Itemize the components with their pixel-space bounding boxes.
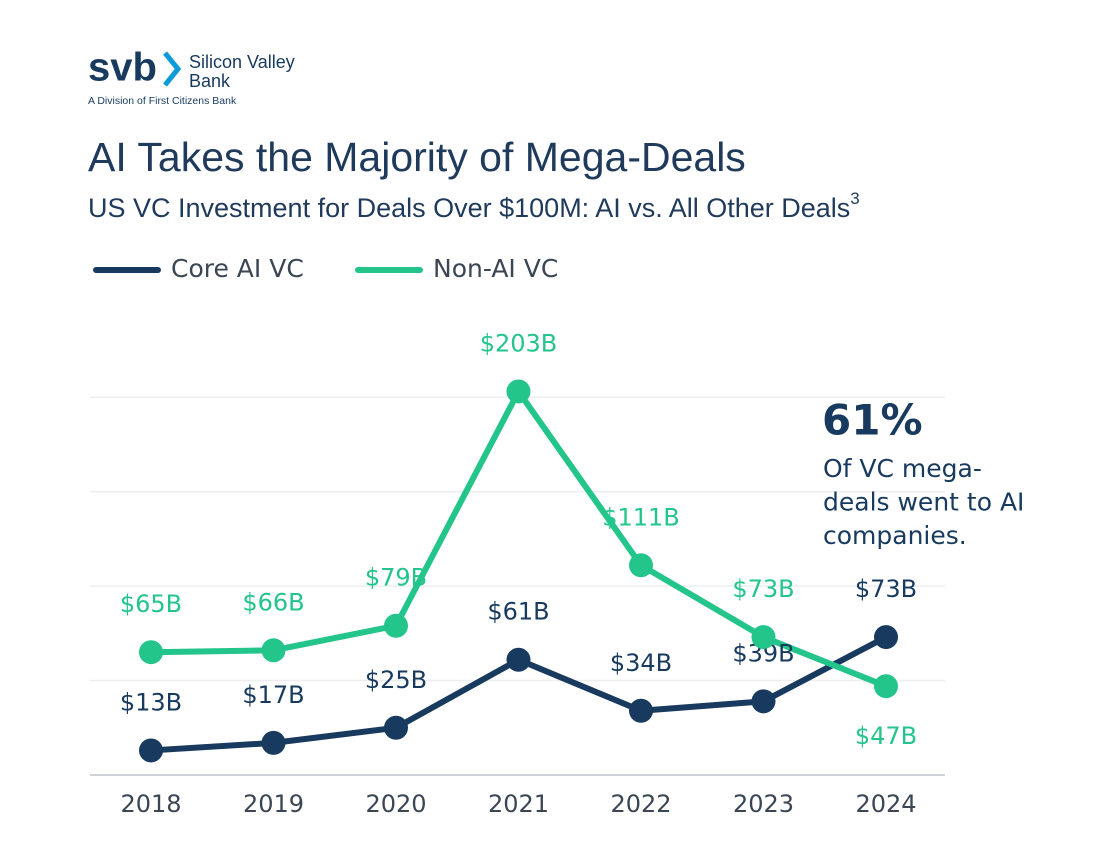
data-label: $65B xyxy=(120,590,182,618)
data-label: $47B xyxy=(855,722,917,750)
logo-name: Bank xyxy=(189,71,231,91)
data-point xyxy=(261,638,286,663)
data-label: $13B xyxy=(120,688,182,716)
data-point xyxy=(874,625,898,650)
x-tick-label: 2023 xyxy=(733,790,794,818)
x-tick-label: 2021 xyxy=(488,790,549,818)
x-tick-label: 2024 xyxy=(855,790,916,818)
data-point xyxy=(629,698,653,723)
data-point xyxy=(384,613,408,638)
data-label: $79B xyxy=(365,564,427,592)
x-tick-label: 2020 xyxy=(365,790,426,818)
annotation-text: Of VC mega- xyxy=(823,454,982,483)
data-label: $25B xyxy=(365,666,427,694)
data-point xyxy=(139,640,163,665)
legend-label: Non-AI VC xyxy=(433,254,558,283)
logo-name: Silicon Valley xyxy=(189,52,295,72)
data-point xyxy=(506,379,531,404)
logo-chevron xyxy=(163,51,182,87)
data-label: $66B xyxy=(242,588,304,616)
data-point xyxy=(751,625,776,650)
data-label: $17B xyxy=(242,681,304,709)
data-label: $61B xyxy=(487,598,549,626)
legend-label: Core AI VC xyxy=(171,254,304,283)
chart-subtitle: US VC Investment for Deals Over $100M: A… xyxy=(88,189,860,223)
data-label: $111B xyxy=(602,503,680,531)
x-tick-label: 2018 xyxy=(120,790,181,818)
data-label: $73B xyxy=(855,575,917,603)
logo-mark: svb xyxy=(88,46,157,90)
data-point xyxy=(751,689,776,714)
data-point xyxy=(506,647,531,672)
logo-tagline: A Division of First Citizens Bank xyxy=(88,95,237,107)
data-point xyxy=(261,730,286,755)
data-point xyxy=(139,738,163,763)
data-point xyxy=(629,553,653,578)
subtitle-note: 3 xyxy=(850,189,859,208)
subtitle-text: US VC Investment for Deals Over $100M: A… xyxy=(88,193,850,223)
data-point xyxy=(384,715,408,740)
x-tick-label: 2022 xyxy=(610,790,671,818)
annotation-text: companies. xyxy=(823,521,967,550)
chart-title: AI Takes the Majority of Mega-Deals xyxy=(88,134,746,180)
data-point xyxy=(874,674,898,699)
annotation-headline: 61% xyxy=(822,396,923,445)
x-tick-label: 2019 xyxy=(243,790,304,818)
data-label: $203B xyxy=(480,329,558,357)
annotation-text: deals went to AI xyxy=(823,488,1024,517)
data-label: $34B xyxy=(610,649,672,677)
data-label: $73B xyxy=(732,575,794,603)
